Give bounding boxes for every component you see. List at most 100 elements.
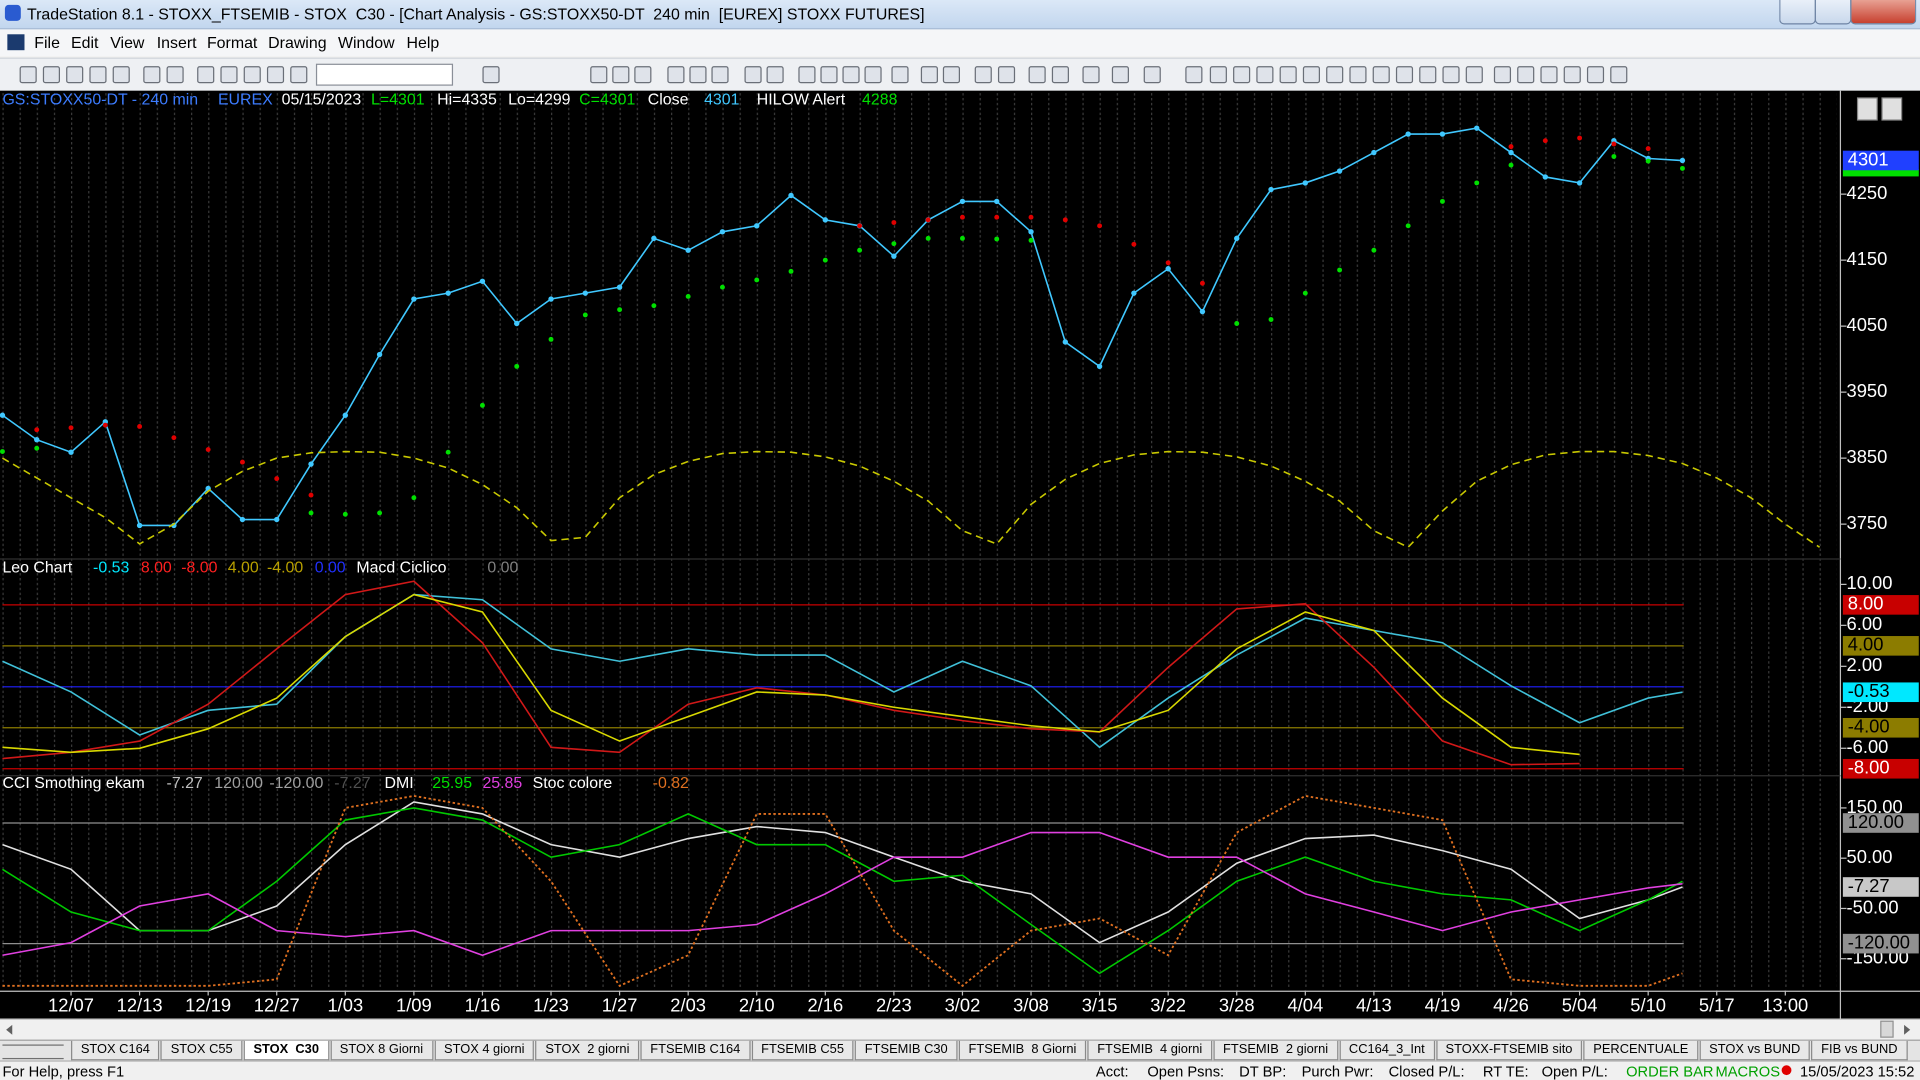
value-marker [1842, 877, 1919, 897]
tool-icon[interactable] [66, 66, 84, 84]
tool-icon[interactable] [19, 66, 37, 84]
tool-icon[interactable] [1395, 66, 1414, 84]
tool-icon[interactable] [891, 66, 909, 84]
tool-icon[interactable] [1051, 66, 1069, 84]
workspace-tab[interactable]: FTSEMIB C30 [855, 1040, 958, 1061]
menu-item[interactable]: Edit [71, 33, 99, 52]
menu-item[interactable]: Insert [156, 33, 197, 52]
tool-icon[interactable] [997, 66, 1016, 84]
tool-icon[interactable] [1493, 66, 1512, 84]
workspace-tab[interactable]: PERCENTUALE [1583, 1040, 1699, 1061]
horizontal-scrollbar[interactable] [0, 1018, 1920, 1040]
series-dot [308, 492, 314, 498]
workspace-tab[interactable]: STOX C30 [243, 1040, 329, 1061]
series-dot [1679, 157, 1686, 164]
tool-icon[interactable] [1563, 66, 1581, 84]
scroll-right[interactable] [1904, 1024, 1911, 1035]
workspace-tab[interactable]: STOX 2 giorni [535, 1040, 640, 1061]
tool-icon[interactable] [590, 66, 608, 84]
tool-icon[interactable] [143, 66, 161, 84]
workspace-tab[interactable]: STOX C164 [71, 1040, 160, 1061]
tool-icon[interactable] [920, 66, 938, 84]
tool-icon[interactable] [634, 66, 652, 84]
x-tick-label: 12/13 [117, 994, 163, 1015]
chart: GS:STOXX50-DT - 240 min EUREX 05/15/2023 L=… [0, 90, 1920, 1019]
tool-icon[interactable] [1279, 66, 1297, 84]
tool-icon[interactable] [112, 66, 130, 84]
close-button[interactable] [1850, 0, 1917, 25]
menu-item[interactable]: Help [406, 33, 440, 52]
workspace-tab[interactable]: STOX vs BUND [1699, 1040, 1811, 1061]
tool-icon[interactable] [1442, 66, 1460, 84]
tool-icon[interactable] [1465, 66, 1483, 84]
workspace-tab[interactable]: CC164_3_Int [1339, 1040, 1435, 1061]
tool-icon[interactable] [798, 66, 816, 84]
tool-icon[interactable] [1082, 66, 1100, 84]
tool-icon[interactable] [974, 66, 992, 84]
workspace-tab[interactable]: FTSEMIB 4 giorni [1087, 1040, 1213, 1061]
maximize-button[interactable] [1814, 0, 1852, 25]
tool-icon[interactable] [820, 66, 838, 84]
tool-icon[interactable] [1326, 66, 1344, 84]
menu-item[interactable]: View [110, 33, 145, 52]
tool-icon[interactable] [42, 66, 61, 84]
workspace-tab[interactable]: STOX 8 Giorni [330, 1040, 433, 1061]
status-datetime: 15/05/2023 15:52 [1800, 1062, 1915, 1080]
tool-icon[interactable] [1517, 66, 1535, 84]
menu-item[interactable]: Format [206, 33, 258, 52]
tool-icon[interactable] [1372, 66, 1390, 84]
tool-icon[interactable] [1028, 66, 1046, 84]
tab-navigation[interactable] [2, 1044, 64, 1060]
tool-icon[interactable] [744, 66, 762, 84]
workspace-tab[interactable]: STOX 4 giorni [434, 1040, 535, 1061]
tool-icon[interactable] [612, 66, 630, 84]
workspace-tab[interactable]: FTSEMIB C55 [751, 1040, 854, 1061]
tool-icon[interactable] [1349, 66, 1367, 84]
menu-item[interactable]: File [34, 33, 60, 52]
tool-icon[interactable] [864, 66, 882, 84]
tool-icon[interactable] [1111, 66, 1129, 84]
tool-icon[interactable] [1540, 66, 1558, 84]
workspace-tab[interactable]: FTSEMIB 2 giorni [1213, 1040, 1338, 1061]
tool-icon[interactable] [482, 66, 500, 84]
tool-icon[interactable] [266, 66, 285, 84]
workspace-tab[interactable]: STOX C55 [160, 1040, 243, 1061]
macros[interactable]: MACROS [1715, 1062, 1781, 1080]
workspace-tab[interactable]: FTSEMIB 8 Giorni [958, 1040, 1087, 1061]
workspace-tab[interactable]: FTSEMIB C164 [640, 1040, 751, 1061]
tool-icon[interactable] [667, 66, 685, 84]
tool-icon[interactable] [1233, 66, 1251, 84]
tool-icon[interactable] [89, 66, 107, 84]
scroll-left[interactable] [6, 1024, 13, 1035]
pane-button[interactable] [1881, 97, 1903, 121]
series-dot [891, 253, 897, 259]
tool-icon[interactable] [1419, 66, 1437, 84]
menu-item[interactable]: Window [337, 33, 395, 52]
tool-icon[interactable] [220, 66, 238, 84]
scroll-thumb[interactable] [1880, 1020, 1894, 1038]
tool-icon[interactable] [1610, 66, 1628, 84]
tool-icon[interactable] [689, 66, 707, 84]
order-bar[interactable]: ORDER BAR [1626, 1062, 1714, 1080]
workspace-tab[interactable]: FIB vs BUND [1811, 1040, 1908, 1061]
tool-icon[interactable] [1586, 66, 1605, 84]
tool-icon[interactable] [842, 66, 860, 84]
tool-icon[interactable] [711, 66, 729, 84]
series-dot [1336, 168, 1343, 174]
tool-icon[interactable] [1209, 66, 1227, 84]
tool-icon[interactable] [1143, 66, 1161, 84]
tool-icon[interactable] [1185, 66, 1203, 84]
minimize-button[interactable] [1779, 0, 1816, 25]
tool-icon[interactable] [766, 66, 784, 84]
symbol-dropdown[interactable] [315, 63, 454, 86]
tool-icon[interactable] [166, 66, 184, 84]
tool-icon[interactable] [197, 66, 215, 84]
tool-icon[interactable] [290, 66, 308, 84]
menu-item[interactable]: Drawing [268, 33, 327, 52]
tool-icon[interactable] [243, 66, 261, 84]
tool-icon[interactable] [942, 66, 961, 84]
tool-icon[interactable] [1302, 66, 1321, 84]
workspace-tab[interactable]: STOXX-FTSEMIB sito [1435, 1040, 1583, 1061]
pane-button[interactable] [1856, 97, 1878, 121]
tool-icon[interactable] [1256, 66, 1274, 84]
